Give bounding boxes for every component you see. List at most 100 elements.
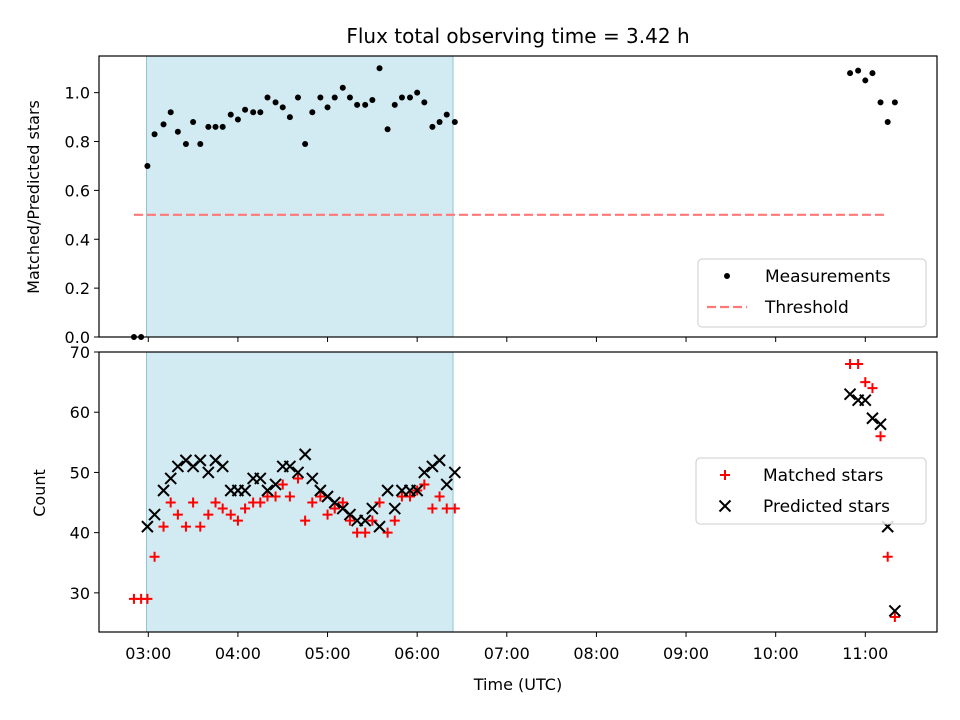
point-matched-stars <box>853 359 864 370</box>
ytick-label: 40 <box>70 524 90 543</box>
shaded-interval <box>146 55 454 338</box>
point-matched-stars <box>188 497 199 508</box>
ytick-label: 0.0 <box>65 328 90 347</box>
legend-label: Threshold <box>764 298 849 318</box>
point-predicted-stars <box>141 520 154 533</box>
point-matched-stars <box>149 551 160 562</box>
point-predicted-stars <box>888 604 902 618</box>
point-measurements <box>391 101 398 108</box>
point-measurements <box>242 106 249 113</box>
point-predicted-stars <box>164 472 177 485</box>
point-matched-stars <box>889 611 900 622</box>
point-matched-stars <box>172 509 183 520</box>
point-measurements <box>847 70 854 77</box>
point-measurements <box>362 101 369 108</box>
point-measurements <box>869 70 876 77</box>
point-matched-stars <box>240 503 251 514</box>
point-matched-stars <box>225 509 236 520</box>
point-predicted-stars <box>373 520 386 533</box>
legend-label: Matched stars <box>763 466 883 486</box>
point-matched-stars <box>203 509 214 520</box>
point-matched-stars <box>315 491 326 502</box>
point-predicted-stars <box>843 387 857 401</box>
point-predicted-stars <box>306 472 319 485</box>
ytick-label: 0.2 <box>65 279 90 298</box>
point-measurements <box>862 77 869 84</box>
ytick-label: 60 <box>70 403 90 422</box>
xtick-label: 08:00 <box>573 644 619 663</box>
point-predicted-stars <box>358 514 372 527</box>
point-measurements <box>257 109 264 116</box>
legend-box <box>697 258 927 328</box>
point-measurements <box>174 128 181 135</box>
legend-label: Measurements <box>765 267 891 287</box>
point-predicted-stars <box>388 502 401 515</box>
xtick-label: 03:00 <box>125 644 171 663</box>
point-predicted-stars <box>283 460 297 473</box>
point-measurements <box>317 94 324 101</box>
point-matched-stars <box>158 521 169 532</box>
point-predicted-stars <box>261 484 274 497</box>
point-matched-stars <box>875 431 886 442</box>
point-measurements <box>190 118 197 125</box>
point-matched-stars <box>344 515 355 526</box>
point-measurements <box>443 111 450 118</box>
ylabel-count: Count <box>30 469 49 517</box>
legend-swatch <box>720 470 730 480</box>
ytick-label: 70 <box>70 343 90 362</box>
point-matched-stars <box>300 515 311 526</box>
point-measurements <box>891 99 898 106</box>
point-measurements <box>234 116 241 123</box>
point-matched-stars <box>210 497 221 508</box>
point-measurements <box>877 99 884 106</box>
point-matched-stars <box>180 521 191 532</box>
point-measurements <box>219 123 226 130</box>
point-predicted-stars <box>157 484 170 497</box>
panel-counts: 30 40 50 60 70 03:00 04:00 05:00 06:00 07:00 08:00… <box>70 343 938 663</box>
point-predicted-stars <box>254 472 267 485</box>
point-measurements <box>272 99 279 106</box>
point-measurements <box>160 121 167 128</box>
point-measurements <box>451 118 458 125</box>
ytick-label: 0.8 <box>65 133 90 152</box>
point-measurements <box>286 114 293 121</box>
point-matched-stars <box>195 521 206 532</box>
point-matched-stars <box>329 503 340 514</box>
point-matched-stars <box>255 497 266 508</box>
point-matched-stars <box>217 503 228 514</box>
point-measurements <box>227 111 234 118</box>
ytick-label: 50 <box>70 463 90 482</box>
point-matched-stars <box>367 515 378 526</box>
point-measurements <box>205 123 212 130</box>
point-matched-stars <box>165 497 176 508</box>
point-matched-stars <box>142 593 153 604</box>
point-measurements <box>376 65 383 72</box>
point-measurements <box>884 118 891 125</box>
point-matched-stars <box>322 509 333 520</box>
point-measurements <box>407 94 414 101</box>
point-matched-stars <box>307 497 318 508</box>
ytick-label: 1.0 <box>65 84 90 103</box>
legend-swatch <box>724 273 730 279</box>
point-measurements <box>279 104 286 111</box>
xtick-label: 06:00 <box>394 644 440 663</box>
point-measurements <box>369 96 376 103</box>
point-predicted-stars <box>859 393 872 407</box>
point-predicted-stars <box>866 412 879 425</box>
axes-frame <box>98 55 938 338</box>
point-matched-stars <box>449 503 460 514</box>
point-measurements <box>197 140 204 147</box>
point-predicted-stars <box>148 508 161 521</box>
ytick-label: 0.6 <box>65 181 90 200</box>
point-measurements <box>250 109 257 116</box>
point-predicted-stars <box>238 484 252 497</box>
legend-swatch <box>718 499 732 513</box>
legend-box <box>695 457 927 525</box>
legend: Measurements Threshold <box>697 258 927 328</box>
point-predicted-stars <box>448 466 462 479</box>
xtick-label: 05:00 <box>304 644 350 663</box>
point-measurements <box>354 101 361 108</box>
point-predicted-stars <box>381 484 394 497</box>
point-predicted-stars <box>418 466 431 479</box>
